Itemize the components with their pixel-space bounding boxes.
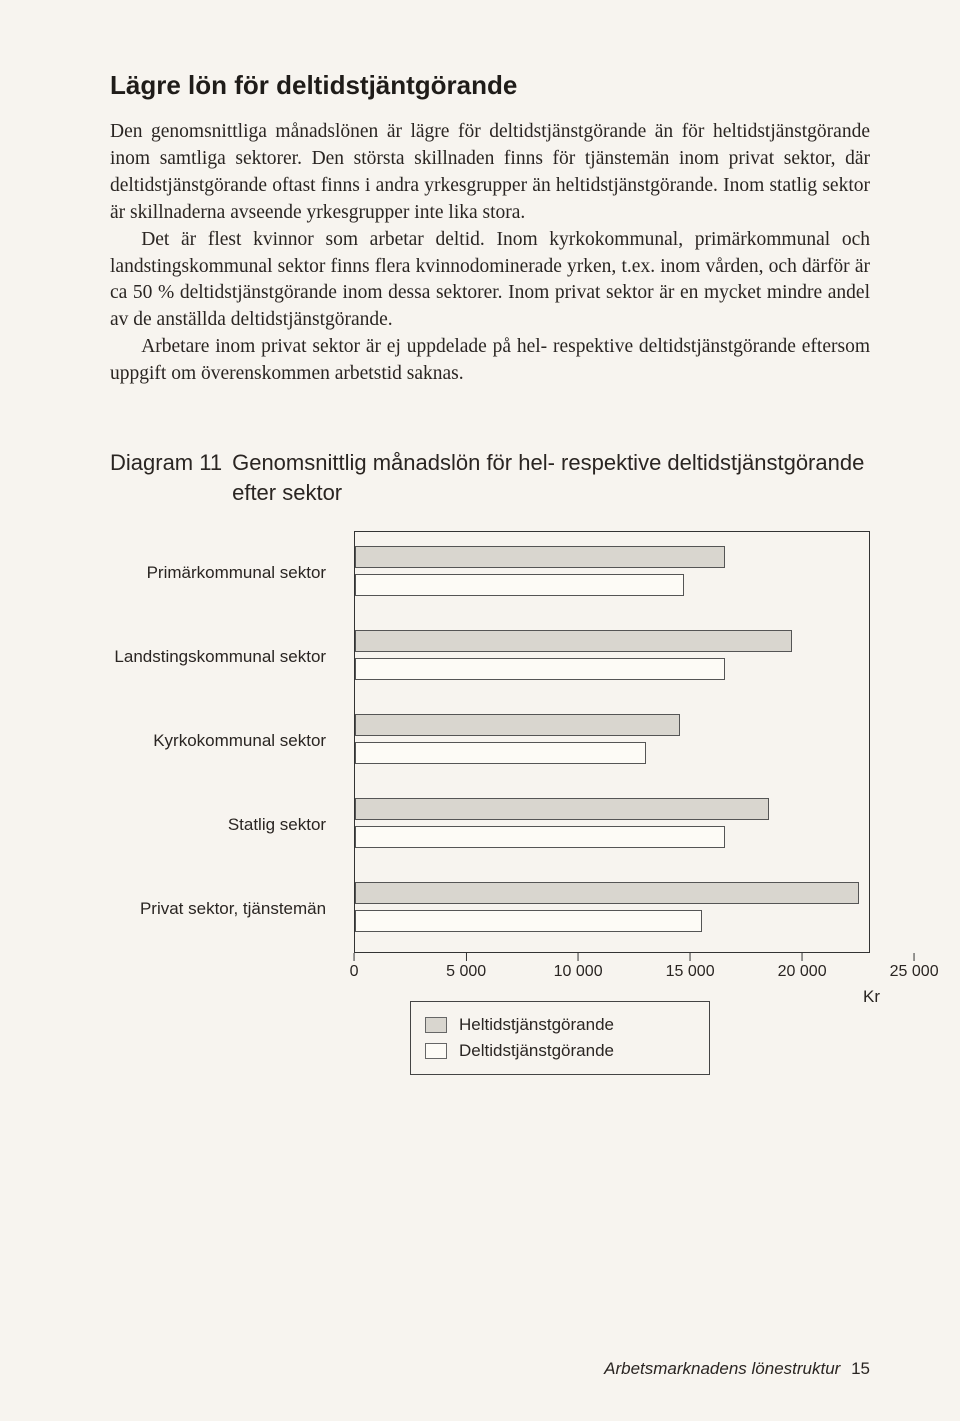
bar-group — [355, 616, 869, 700]
category-label-cell: Kyrkokommunal sektor — [110, 699, 354, 783]
category-label: Statlig sektor — [228, 815, 340, 835]
bar-group — [355, 532, 869, 616]
category-label-cell: Primärkommunal sektor — [110, 531, 354, 615]
legend-item: Deltidstjänstgörande — [425, 1038, 695, 1064]
bar-group — [355, 868, 869, 952]
category-label: Primärkommunal sektor — [147, 563, 341, 583]
x-axis-unit: Kr — [863, 987, 880, 1007]
page-footer: Arbetsmarknadens lönestruktur 15 — [604, 1359, 870, 1379]
category-label: Landstingskommunal sektor — [114, 647, 340, 667]
x-axis: Kr 05 00010 00015 00020 00025 000 — [354, 953, 870, 983]
x-axis-tick: 20 000 — [778, 953, 827, 981]
chart-number: Diagram 11 — [110, 448, 232, 507]
footer-title: Arbetsmarknadens lönestruktur — [604, 1359, 840, 1378]
body-paragraph: Arbetare inom privat sektor är ej uppdel… — [110, 334, 870, 388]
chart-caption: Genomsnittlig månadslön för hel- respekt… — [232, 448, 870, 507]
x-axis-tick: 25 000 — [890, 953, 939, 981]
bar-heltid — [355, 546, 725, 568]
x-axis-tick: 0 — [350, 953, 359, 981]
legend-label: Heltidstjänstgörande — [459, 1015, 614, 1035]
bar-deltid — [355, 742, 646, 764]
chart-plot — [354, 531, 870, 953]
bar-group — [355, 700, 869, 784]
category-label-cell: Statlig sektor — [110, 783, 354, 867]
bar-heltid — [355, 798, 769, 820]
category-label: Kyrkokommunal sektor — [153, 731, 340, 751]
bar-deltid — [355, 658, 725, 680]
chart-title: Diagram 11 Genomsnittlig månadslön för h… — [110, 448, 870, 507]
category-label-column: Primärkommunal sektor Landstingskommunal… — [110, 531, 354, 953]
body-paragraph: Det är flest kvinnor som arbetar deltid.… — [110, 227, 870, 335]
x-axis-row: Kr 05 00010 00015 00020 00025 000 — [110, 953, 870, 983]
bar-group — [355, 784, 869, 868]
legend-swatch-heltid — [425, 1017, 447, 1033]
x-axis-tick: 5 000 — [446, 953, 486, 981]
chart-block: Diagram 11 Genomsnittlig månadslön för h… — [110, 448, 870, 1075]
document-page: Lägre lön för deltidstjäntgörande Den ge… — [0, 0, 960, 1421]
section-heading: Lägre lön för deltidstjäntgörande — [110, 70, 870, 101]
x-axis-tick: 10 000 — [554, 953, 603, 981]
x-axis-tick: 15 000 — [666, 953, 715, 981]
chart-legend: Heltidstjänstgörande Deltidstjänstgörand… — [410, 1001, 710, 1075]
bar-deltid — [355, 826, 725, 848]
chart-area: Primärkommunal sektor Landstingskommunal… — [110, 531, 870, 1075]
category-label-cell: Landstingskommunal sektor — [110, 615, 354, 699]
category-label-cell: Privat sektor, tjänstemän — [110, 867, 354, 951]
chart-plot-inner — [355, 532, 869, 952]
legend-label: Deltidstjänstgörande — [459, 1041, 614, 1061]
legend-swatch-deltid — [425, 1043, 447, 1059]
bar-heltid — [355, 630, 792, 652]
bar-heltid — [355, 882, 859, 904]
bar-deltid — [355, 574, 684, 596]
body-paragraph: Den genomsnittliga månadslönen är lägre … — [110, 119, 870, 227]
bar-deltid — [355, 910, 702, 932]
bar-heltid — [355, 714, 680, 736]
footer-page-number: 15 — [851, 1359, 870, 1378]
legend-item: Heltidstjänstgörande — [425, 1012, 695, 1038]
category-label: Privat sektor, tjänstemän — [140, 899, 340, 919]
